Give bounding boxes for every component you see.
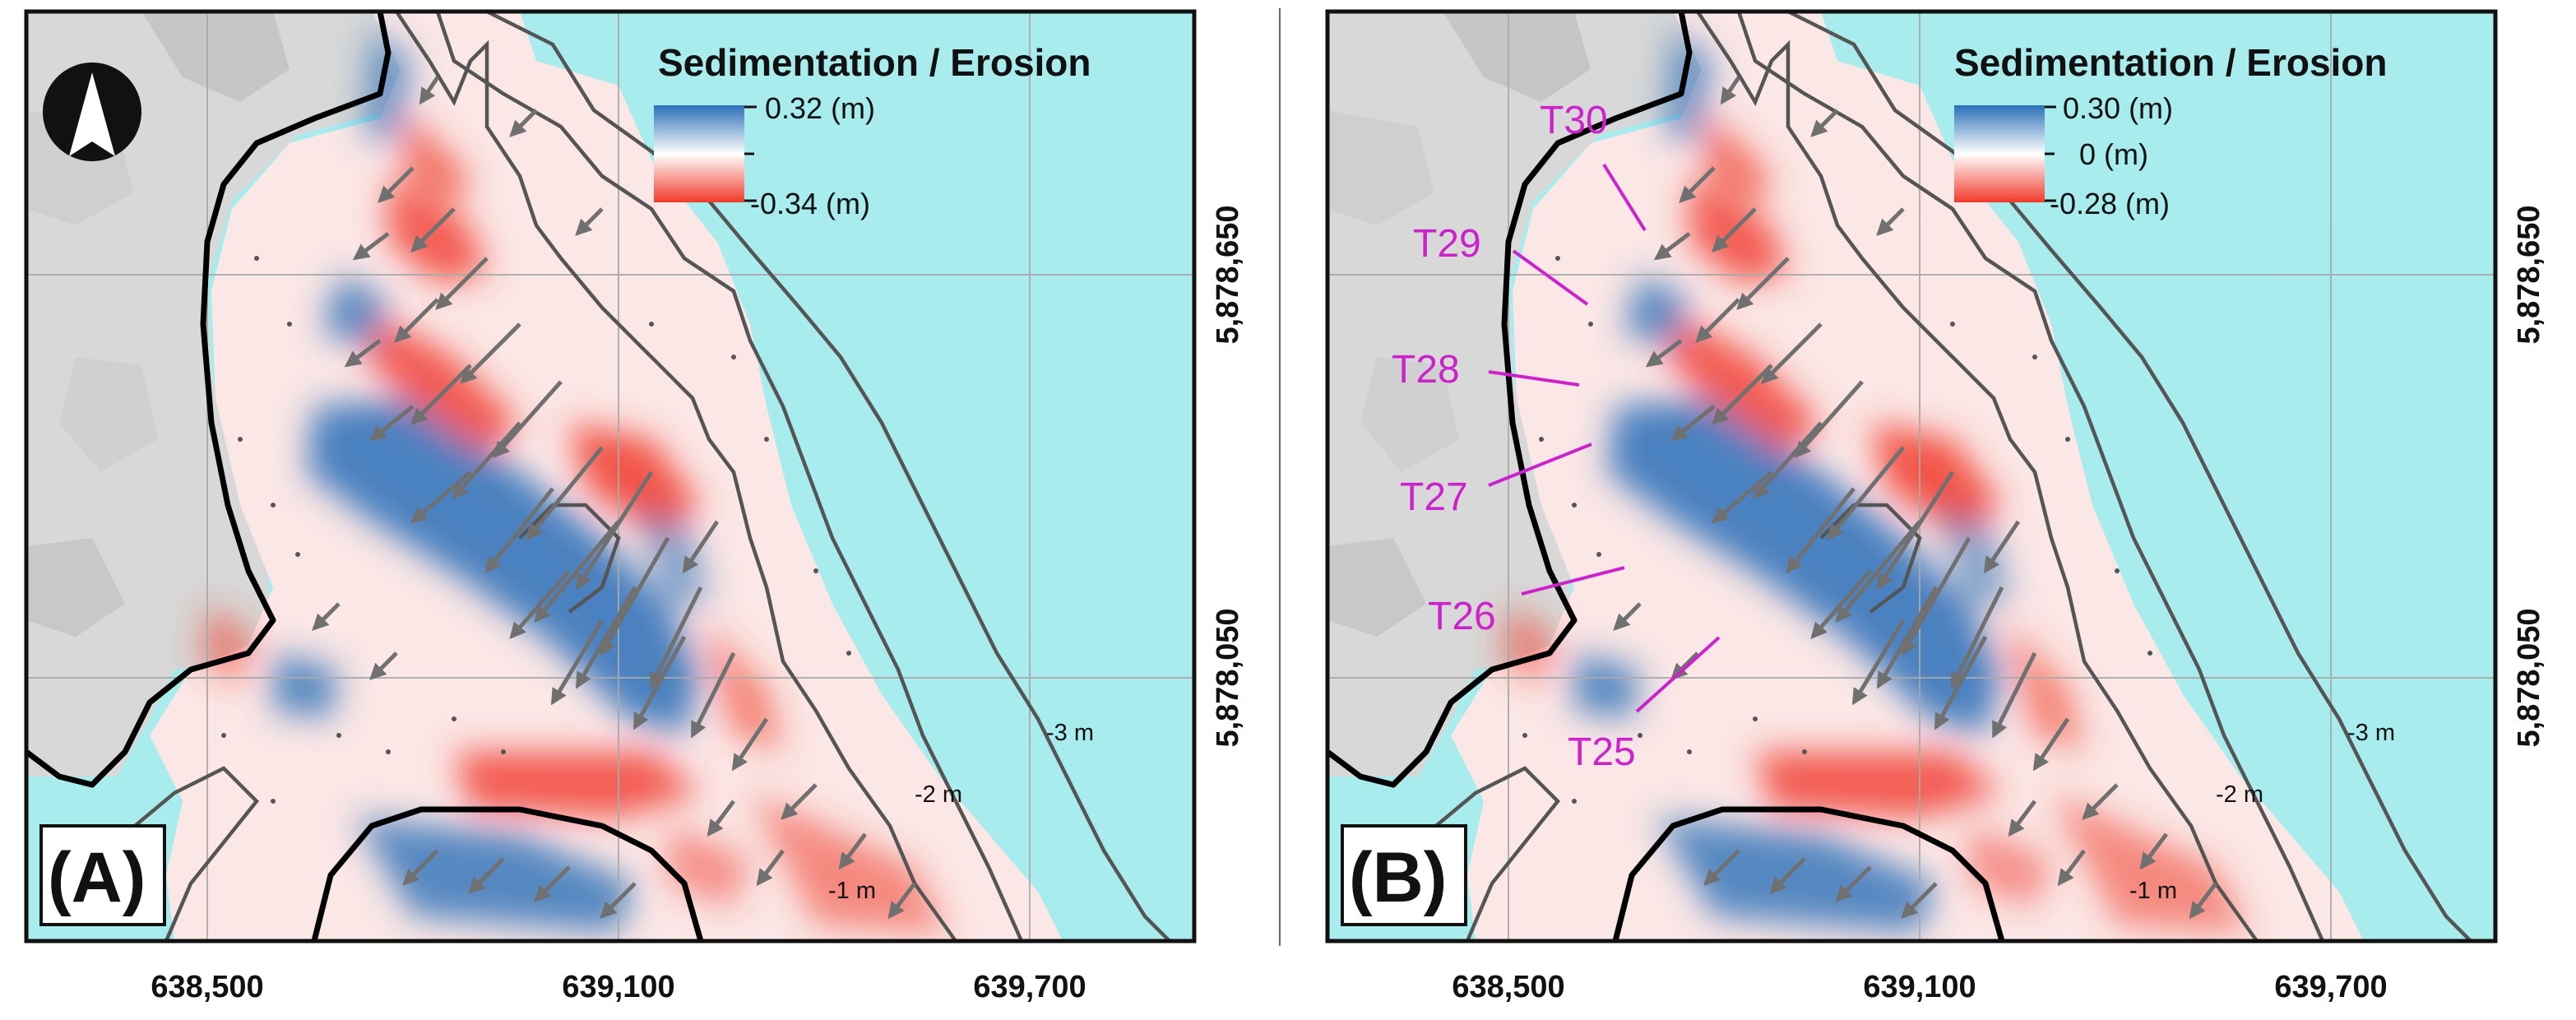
transect-line-t30 — [1602, 163, 1647, 232]
panel-a-contour-label-3m: -3 m — [1046, 720, 1094, 746]
panel-b-y-label-2: 5,878,050 — [2512, 608, 2546, 747]
transect-line-t29 — [1512, 249, 1589, 306]
panel-b: Sedimentation / Erosion 0.30 (m) 0 (m) -… — [1325, 9, 2546, 1004]
panel-b-contour-label-3m: -3 m — [2347, 720, 2395, 746]
panel-a-legend-title: Sedimentation / Erosion — [658, 41, 1091, 84]
transect-line-t25 — [1635, 636, 1721, 713]
panel-b-legend-title: Sedimentation / Erosion — [1954, 41, 2388, 84]
panel-b-x-label-1: 638,500 — [1452, 970, 1564, 1004]
north-arrow-icon — [43, 63, 141, 161]
panel-a-contour-label-2m: -2 m — [915, 781, 962, 808]
transect-label-t29: T29 — [1413, 222, 1481, 266]
panel-b-label-box — [1341, 824, 1467, 926]
panel-a-y-label-2: 5,878,050 — [1211, 608, 1245, 747]
panel-a-legend-min: -0.34 (m) — [750, 187, 870, 220]
transect-line-t27 — [1488, 443, 1592, 487]
panel-b-label: (B) — [1349, 838, 1447, 917]
panel-a-label: (A) — [48, 838, 146, 917]
panel-b-map — [1327, 12, 2495, 941]
panel-a-x-label-2: 639,100 — [562, 970, 674, 1004]
panel-b-legend-max: 0.30 (m) — [2063, 91, 2173, 125]
panel-b-contour-label-1m: -1 m — [2129, 878, 2177, 904]
panel-b-frame — [1325, 9, 2498, 944]
panel-b-colorbar — [1954, 105, 2045, 202]
panel-a-x-label-3: 639,700 — [973, 970, 1086, 1004]
panel-b-legend-mid: 0 (m) — [2079, 137, 2148, 171]
panel-b-y-label-1: 5,878,650 — [2512, 205, 2546, 344]
transect-label-t28: T28 — [1392, 348, 1460, 392]
panel-b-legend: Sedimentation / Erosion 0.30 (m) 0 (m) -… — [1954, 41, 2388, 220]
panel-b-x-label-2: 639,100 — [1863, 970, 1976, 1004]
panel-a-x-label-1: 638,500 — [151, 970, 263, 1004]
panel-b-legend-min: -0.28 (m) — [2050, 187, 2170, 220]
panel-b-contour-label-2m: -2 m — [2216, 781, 2263, 808]
transect-line-t28 — [1488, 370, 1580, 387]
transect-label-t25: T25 — [1568, 730, 1636, 774]
transect-lines — [1488, 163, 1721, 713]
transect-line-t26 — [1521, 566, 1625, 596]
panel-a-legend-max: 0.32 (m) — [765, 91, 875, 125]
panel-a-y-label-1: 5,878,650 — [1211, 205, 1245, 344]
panel-a: Sedimentation / Erosion 0.32 (m) -0.34 (… — [24, 9, 1245, 1004]
panel-a-contour-label-1m: -1 m — [828, 878, 876, 904]
panel-a-colorbar — [654, 105, 744, 202]
panel-a-frame — [24, 9, 1197, 944]
panel-a-legend: Sedimentation / Erosion 0.32 (m) -0.34 (… — [654, 41, 1091, 220]
transect-label-t30: T30 — [1540, 99, 1608, 142]
panel-b-x-label-3: 639,700 — [2274, 970, 2387, 1004]
transect-label-t26: T26 — [1428, 595, 1496, 638]
panel-a-label-box — [39, 824, 166, 926]
panel-a-map — [26, 12, 1194, 941]
transect-label-t27: T27 — [1400, 475, 1468, 519]
